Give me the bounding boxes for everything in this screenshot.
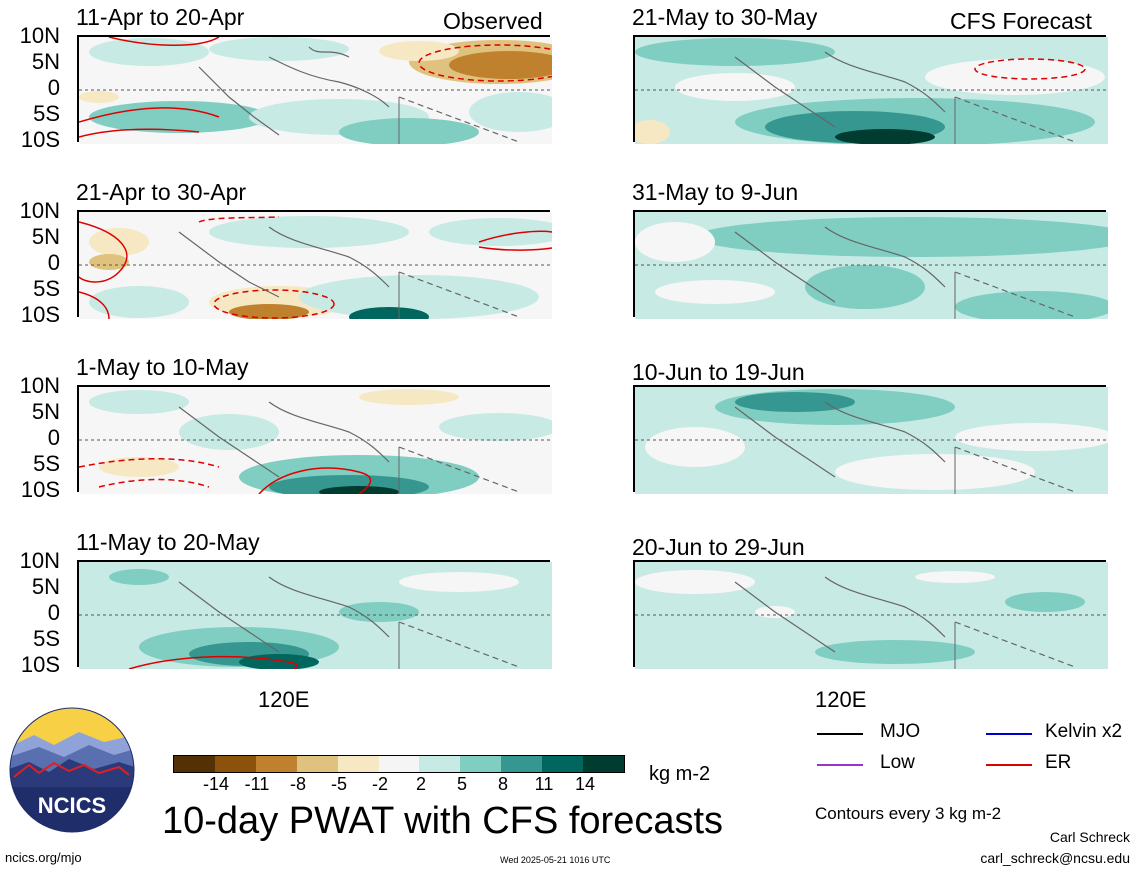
panel-title-right-2: 31-May to 9-Jun [632,179,799,205]
colorbar-swatch [296,756,338,772]
lat-label-5s: 5S [33,276,60,301]
pwat-map-forecast-2 [635,212,1108,319]
legend-label-er: ER [1045,752,1072,773]
map-panel-right-1 [633,35,1108,144]
lat-label-10s: 10S [20,652,60,677]
map-panel-right-3 [633,385,1108,494]
map-panel-right-4 [633,560,1108,669]
lat-label-0: 0 [47,250,60,275]
lat-label-5s: 5S [33,101,60,126]
map-panel-left-3 [77,385,552,494]
footer-url[interactable]: ncics.org/mjo [5,850,82,865]
panel-title-left-2: 21-Apr to 30-Apr [76,179,247,205]
footer-author: Carl Schreck [1049,829,1130,845]
legend-label-low: Low [880,752,915,773]
lat-label-10n: 10N [19,548,60,573]
legend-line-low [817,764,863,766]
lat-label-5s: 5S [33,626,60,651]
lat-label-0: 0 [47,75,60,100]
legend-line-er [986,764,1032,766]
colorbar-swatch [174,756,215,772]
map-panel-right-2 [633,210,1108,319]
lat-label-10n: 10N [19,198,60,223]
colorbar-label: -5 [330,774,347,794]
lat-label-10n: 10N [19,23,60,48]
colorbar [173,755,625,773]
panel-title-left-3: 1-May to 10-May [76,354,249,380]
lat-label-10s: 10S [20,127,60,152]
pwat-map-observed-3 [79,387,552,494]
colorbar-label: 5 [456,774,467,794]
lon-label-left: 120E [258,687,310,712]
pwat-map-forecast-4 [635,562,1108,669]
lat-label-10n: 10N [19,373,60,398]
panel-title-left-4: 11-May to 20-May [76,529,260,555]
panel-title-right-4: 20-Jun to 29-Jun [632,534,805,560]
map-panel-left-2 [77,210,552,319]
panel-title-right-1: 21-May to 30-May [632,4,818,30]
footer-email[interactable]: carl_schreck@ncsu.edu [980,850,1130,866]
colorbar-label: -8 [289,774,306,794]
pwat-map-observed-1 [79,37,552,144]
observed-label: Observed [443,8,543,34]
lat-label-5s: 5S [33,451,60,476]
colorbar-swatch [501,756,543,772]
lon-label-right: 120E [815,687,867,712]
colorbar-swatch [337,756,379,772]
legend-label-mjo: MJO [880,721,921,742]
lat-label-5n: 5N [31,574,60,599]
lat-label-0: 0 [47,600,60,625]
colorbar-swatch [419,756,461,772]
contour-note: Contours every 3 kg m-2 [815,804,1002,823]
colorbar-swatch [583,756,624,772]
panel-title-right-3: 10-Jun to 19-Jun [632,359,805,385]
pwat-map-forecast-1 [635,37,1108,144]
panel-title-left-1: 11-Apr to 20-Apr [76,4,245,30]
lat-label-5n: 5N [31,399,60,424]
colorbar-label: -11 [244,774,270,794]
colorbar-unit: kg m-2 [649,763,711,785]
colorbar-label: 14 [574,774,596,794]
colorbar-label: -14 [202,774,229,794]
colorbar-swatch [378,756,420,772]
map-panel-left-1 [77,35,552,144]
ncics-logo[interactable]: NCICS [9,707,135,833]
lat-label-10s: 10S [20,477,60,502]
legend-label-kelvin: Kelvin x2 [1045,721,1123,742]
lat-label-5n: 5N [31,49,60,74]
colorbar-label: 8 [497,774,508,794]
legend-line-kelvin [986,733,1032,735]
colorbar-swatch [460,756,502,772]
colorbar-label: 11 [534,774,554,794]
pwat-map-observed-2 [79,212,552,319]
logo-text: NCICS [38,793,106,818]
footer-timestamp: Wed 2025-05-21 1016 UTC [500,855,611,865]
lat-label-0: 0 [47,425,60,450]
map-panel-left-4 [77,560,552,669]
colorbar-label: 2 [415,774,426,794]
main-title: 10-day PWAT with CFS forecasts [162,800,724,842]
colorbar-swatch [542,756,584,772]
pwat-map-forecast-3 [635,387,1108,494]
legend-line-mjo [817,733,863,735]
pwat-map-observed-4 [79,562,552,669]
colorbar-swatch [214,756,256,772]
colorbar-label: -2 [371,774,388,794]
cfs-forecast-label: CFS Forecast [950,8,1092,34]
lat-label-10s: 10S [20,302,60,327]
lat-label-5n: 5N [31,224,60,249]
colorbar-swatch [255,756,297,772]
